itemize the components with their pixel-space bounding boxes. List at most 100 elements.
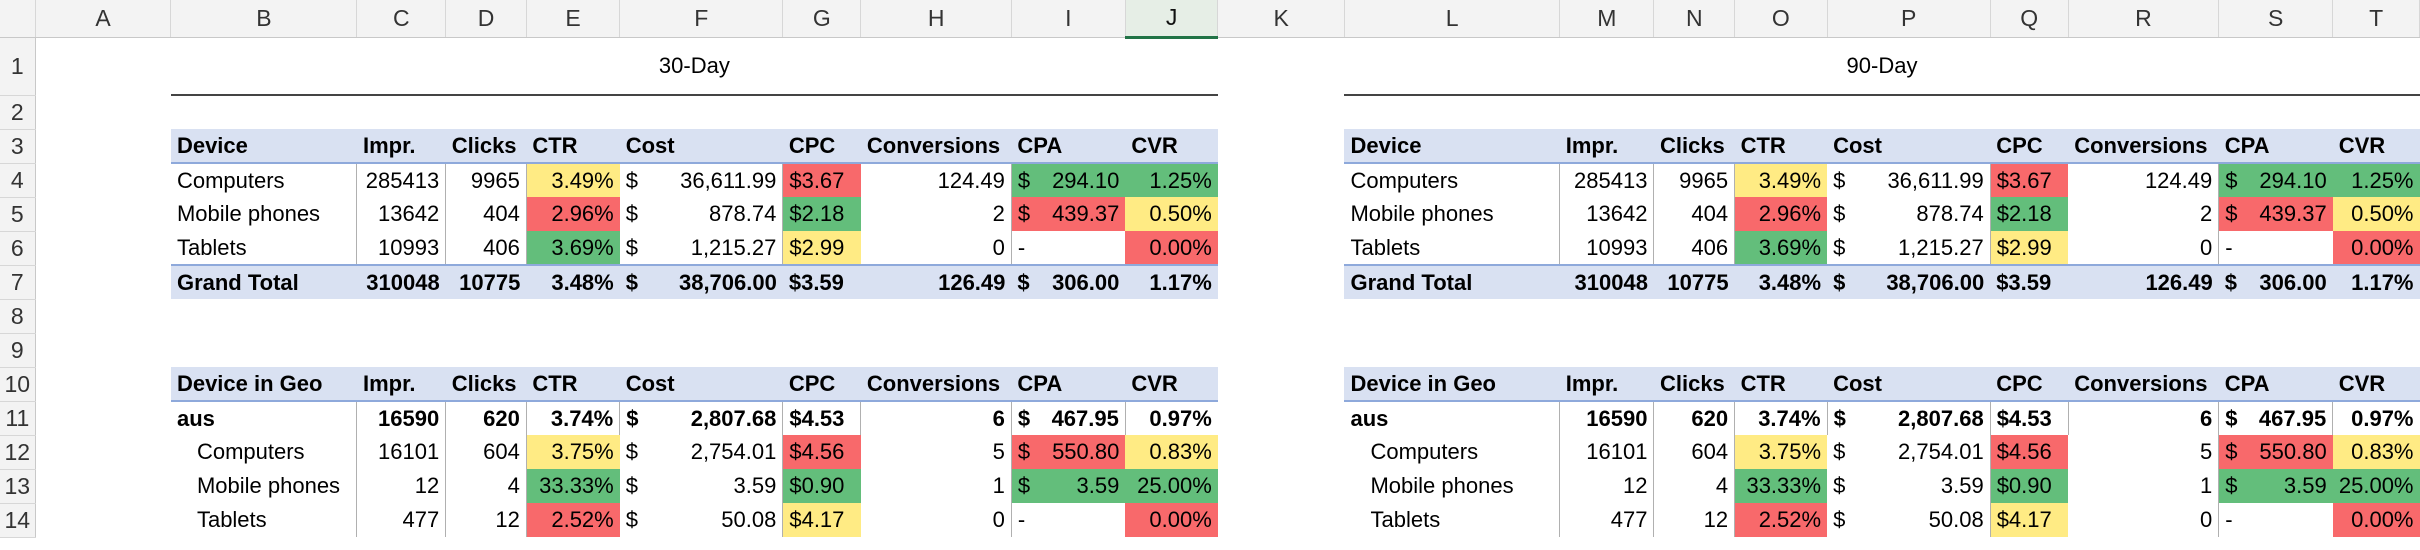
header-cell[interactable]: Clicks [445,367,527,402]
conversions-cell[interactable]: 2 [2068,197,2220,231]
cpc-cell[interactable]: $4.56 [1990,435,2069,469]
column-header-I[interactable]: I [1011,0,1126,38]
cost-cell[interactable]: $878.74 [619,197,784,231]
cpa-cell[interactable]: $3.59 [2218,469,2333,503]
conversions-cell[interactable]: 124.49 [2068,163,2220,197]
cpc-cell[interactable]: $2.18 [1990,197,2069,231]
cost-cell[interactable]: $878.74 [1827,197,1991,231]
header-cell[interactable]: Clicks [1653,129,1735,164]
clicks-cell[interactable]: 406 [1653,231,1736,265]
column-header-R[interactable]: R [2068,0,2220,38]
cost-cell[interactable]: $50.08 [619,503,784,537]
header-cell[interactable]: CPC [782,367,861,402]
clicks-cell[interactable]: 404 [1653,197,1736,231]
cvr-cell[interactable]: 0.97% [2351,405,2414,431]
conversions-cell[interactable]: 126.49 [2068,264,2219,299]
cvr-cell[interactable]: 25.00% [2332,469,2420,503]
cpa-cell[interactable]: $550.80 [1011,435,1126,469]
spreadsheet-grid[interactable]: A B C D E F G H I J K L M N O P Q R S T … [0,0,2420,538]
empty-row[interactable] [35,333,2419,367]
empty-row[interactable] [35,95,2419,129]
cost-cell[interactable]: $50.08 [1827,503,1991,537]
cvr-cell[interactable]: 0.83% [2332,435,2420,469]
impr-cell[interactable]: 13642 [356,197,447,231]
header-cell[interactable]: Clicks [1653,367,1735,402]
cvr-cell[interactable]: 1.25% [2332,163,2420,197]
conversions-cell[interactable]: 124.49 [860,163,1012,197]
cell[interactable] [35,231,171,265]
cell[interactable] [35,469,171,503]
cvr-cell[interactable]: 0.00% [1125,503,1218,537]
row-header-6[interactable]: 6 [0,231,36,266]
cvr-cell[interactable]: 0.50% [1125,197,1218,231]
row-header-1[interactable]: 1 [0,37,36,96]
clicks-cell[interactable]: 620 [445,401,527,435]
ctr-cell[interactable]: 3.49% [1734,163,1828,197]
row-header-10[interactable]: 10 [0,367,36,402]
cost-cell[interactable]: $1,215.27 [619,231,784,265]
header-cell[interactable]: Impr. [356,367,446,402]
cell[interactable] [1218,435,1345,469]
cpc-cell[interactable]: $4.53 [782,401,862,435]
cvr-cell[interactable]: 0.00% [2332,231,2420,265]
column-header-F[interactable]: F [619,0,784,38]
column-header-B[interactable]: B [170,0,358,38]
cpa-cell[interactable]: $294.10 [2218,163,2333,197]
row-header-3[interactable]: 3 [0,129,36,164]
cell[interactable] [1218,197,1345,231]
conversions-cell[interactable]: 5 [860,435,1012,469]
cell[interactable] [35,401,171,435]
cvr-cell[interactable]: 1.25% [1125,163,1218,197]
cost-cell[interactable]: $38,706.00 [1827,264,1991,299]
conversions-cell[interactable]: 6 [2068,401,2220,435]
cpc-cell[interactable]: $2.18 [782,197,861,231]
cvr-cell[interactable]: 0.97% [1149,405,1212,431]
device-cell[interactable]: Mobile phones [170,469,358,503]
ctr-cell[interactable]: 33.33% [1734,469,1828,503]
conversions-cell[interactable]: 2 [860,197,1012,231]
header-cell[interactable]: CVR [1125,129,1218,164]
column-header-O[interactable]: O [1734,0,1828,38]
header-cell[interactable]: Cost [1827,367,1991,402]
header-cell[interactable]: Device [170,129,357,164]
device-cell[interactable]: Computers [170,163,358,197]
cpa-cell[interactable]: $439.37 [1011,197,1126,231]
cpc-cell[interactable]: $3.59 [1990,264,2069,299]
cell[interactable] [1218,163,1345,197]
column-header-E[interactable]: E [526,0,621,38]
ctr-cell[interactable]: 3.75% [526,435,620,469]
header-cell[interactable]: CVR [2332,367,2420,402]
ctr-cell[interactable]: 2.96% [526,197,620,231]
header-cell[interactable]: CTR [526,129,620,164]
header-cell[interactable]: Device in Geo [1344,367,1560,402]
conversions-cell[interactable]: 6 [860,401,1012,435]
geo-group-cell[interactable]: aus [170,401,358,435]
device-cell[interactable]: Mobile phones [170,197,358,231]
cpc-cell[interactable]: $2.99 [1990,231,2069,265]
device-cell[interactable]: Mobile phones [1344,469,1561,503]
header-cell[interactable]: CTR [1734,129,1828,164]
cvr-cell[interactable]: 0.00% [2332,503,2420,537]
clicks-cell[interactable]: 604 [1653,435,1736,469]
impr-cell[interactable]: 285413 [356,163,447,197]
cell[interactable] [35,367,171,401]
column-header-A[interactable]: A [35,0,172,38]
impr-cell[interactable]: 10993 [356,231,447,265]
device-cell[interactable]: Computers [1344,435,1561,469]
clicks-cell[interactable]: 12 [445,503,527,537]
column-header-H[interactable]: H [860,0,1012,38]
impr-cell[interactable]: 477 [356,503,447,537]
row-header-14[interactable]: 14 [0,503,36,538]
cvr-cell[interactable]: 0.83% [1125,435,1218,469]
header-cell[interactable]: Conversions [860,367,1012,402]
impr-cell[interactable]: 13642 [1559,197,1655,231]
impr-cell[interactable]: 310048 [356,264,446,299]
cost-cell[interactable]: $2,754.01 [1827,435,1991,469]
cpa-cell[interactable]: $467.95 [2218,401,2334,435]
row-header-9[interactable]: 9 [0,333,36,368]
impr-cell[interactable]: 310048 [1559,264,1654,299]
ctr-cell[interactable]: 3.75% [1734,435,1828,469]
cvr-cell[interactable]: 25.00% [1125,469,1218,503]
device-cell[interactable]: Tablets [1344,231,1561,265]
conversions-cell[interactable]: 5 [2068,435,2220,469]
